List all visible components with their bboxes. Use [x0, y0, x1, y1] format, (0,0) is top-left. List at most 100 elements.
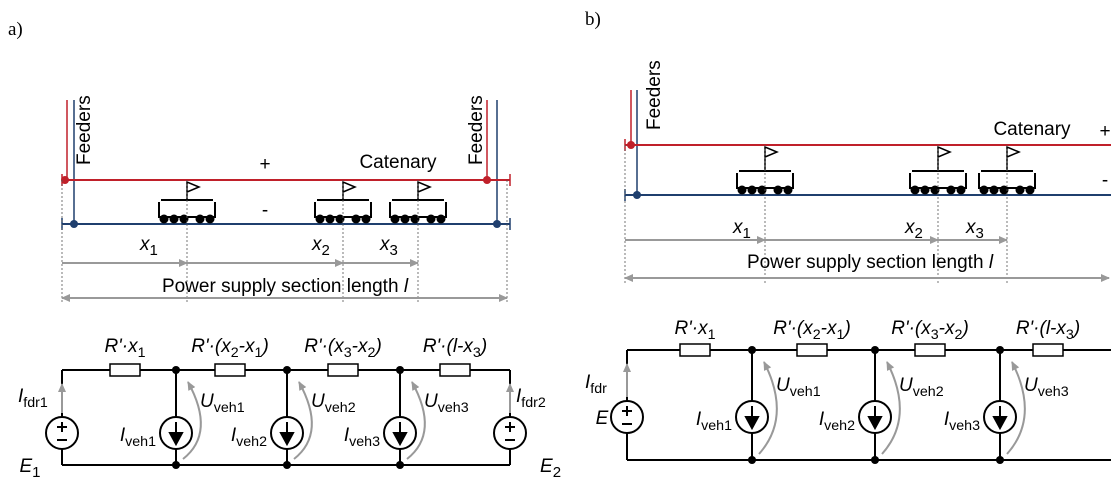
subscript: fdr1 — [23, 395, 48, 411]
subscript: veh2 — [325, 400, 356, 416]
wheel — [336, 215, 345, 224]
subscript: 3 — [390, 242, 398, 259]
label-part: Power supply section length — [162, 276, 404, 297]
positive-sign: + — [1099, 121, 1110, 142]
catenary-label: Catenary — [359, 152, 437, 173]
wheel — [1016, 186, 1025, 195]
label-part: ) — [842, 318, 850, 339]
label-part: E — [596, 408, 609, 429]
node — [996, 346, 1004, 354]
feeders-label: Feeders — [74, 95, 95, 165]
vehicle-voltage-label: Uveh3 — [424, 391, 469, 416]
subscript: veh3 — [349, 434, 380, 450]
subscript: 1 — [150, 242, 158, 259]
subscript: veh2 — [824, 418, 855, 434]
resistor-label: R'·(l-x3) — [423, 336, 487, 361]
wheel — [437, 215, 446, 224]
voltage-source — [611, 401, 643, 433]
wheel — [990, 186, 999, 195]
source-label: E2 — [540, 456, 561, 481]
resistor-label: R'·(x3-x2) — [891, 318, 969, 343]
label-part: -x — [352, 336, 369, 357]
distance-label: x2 — [311, 234, 330, 259]
wheel — [784, 186, 793, 195]
resistor — [110, 364, 140, 376]
label-part: ) — [373, 336, 381, 357]
subscript: 2 — [231, 345, 239, 361]
subscript: 2 — [368, 345, 376, 361]
source-label: E1 — [19, 456, 40, 481]
resistor — [1033, 344, 1063, 356]
label-part: R'·(x — [773, 318, 814, 339]
label-part: ) — [960, 318, 968, 339]
vehicle-current-label: Iveh1 — [120, 425, 156, 450]
wheel — [196, 215, 205, 224]
label-part: R'·(l-x — [423, 336, 475, 357]
feeder-node — [633, 191, 641, 199]
pantograph — [418, 182, 430, 200]
feeder-node — [627, 141, 635, 149]
node — [871, 456, 879, 464]
feeders-label: Feeders — [466, 95, 487, 165]
resistor-label: R'·(x3-x2) — [304, 336, 382, 361]
vehicle-current-label: Iveh2 — [231, 425, 267, 450]
wheel — [391, 215, 400, 224]
subscript: veh1 — [125, 434, 156, 450]
negative-sign: - — [262, 200, 268, 221]
feeder-current-label: Ifdr2 — [516, 386, 546, 411]
pantograph — [1007, 147, 1019, 171]
resistor — [215, 364, 245, 376]
vehicle-voltage-label: Uveh1 — [776, 375, 821, 400]
subscript: 2 — [322, 242, 330, 259]
feeders-label: Feeders — [644, 60, 665, 130]
subscript: fdr2 — [521, 395, 546, 411]
label-part: R'·(x — [304, 336, 345, 357]
panel-label: b) — [585, 9, 601, 30]
wheel — [738, 186, 747, 195]
node — [396, 461, 404, 469]
subscript: 3 — [473, 345, 481, 361]
subscript: 1 — [255, 345, 263, 361]
node — [996, 456, 1004, 464]
feeder-current-label: Ifdr — [585, 372, 607, 397]
resistor-label: R'·x1 — [104, 336, 145, 361]
resistor — [680, 344, 710, 356]
pantograph — [765, 147, 777, 171]
subscript: 3 — [931, 327, 939, 343]
node — [748, 346, 756, 354]
pantograph — [938, 147, 950, 171]
node — [283, 366, 291, 374]
resistor-label: R'·x1 — [674, 318, 715, 343]
subscript: 3 — [344, 345, 352, 361]
subscript: veh2 — [236, 434, 267, 450]
node — [283, 461, 291, 469]
subscript: veh1 — [701, 418, 732, 434]
subscript: 2 — [915, 225, 923, 242]
wheel — [160, 215, 169, 224]
wheel — [957, 186, 966, 195]
vehicle-voltage-label: Uveh1 — [200, 391, 245, 416]
subscript: veh1 — [214, 400, 245, 416]
feeder-current-label: Ifdr1 — [18, 386, 48, 411]
label-part: R'·(x — [191, 336, 232, 357]
node — [748, 456, 756, 464]
node — [396, 366, 404, 374]
wheel — [774, 186, 783, 195]
resistor-label: R'·(l-x3) — [1016, 318, 1080, 343]
label-part: l — [404, 276, 409, 297]
diagram: a)FeedersFeeders+-Catenaryx1x2x3Power su… — [0, 0, 1111, 493]
vehicle-current-label: Iveh3 — [944, 409, 980, 434]
subscript: 1 — [32, 464, 40, 481]
section-length-label: Power supply section length l — [747, 252, 994, 273]
label-part: -x — [239, 336, 256, 357]
label-part: ) — [479, 336, 487, 357]
resistor — [915, 344, 945, 356]
wheel — [748, 186, 757, 195]
label-part: ) — [1072, 318, 1080, 339]
label-part: R'·x — [674, 318, 709, 339]
label-part: -x — [821, 318, 838, 339]
positive-sign: + — [259, 154, 270, 175]
subscript: 2 — [813, 327, 821, 343]
distance-label: x2 — [904, 217, 923, 242]
wheel — [170, 215, 179, 224]
